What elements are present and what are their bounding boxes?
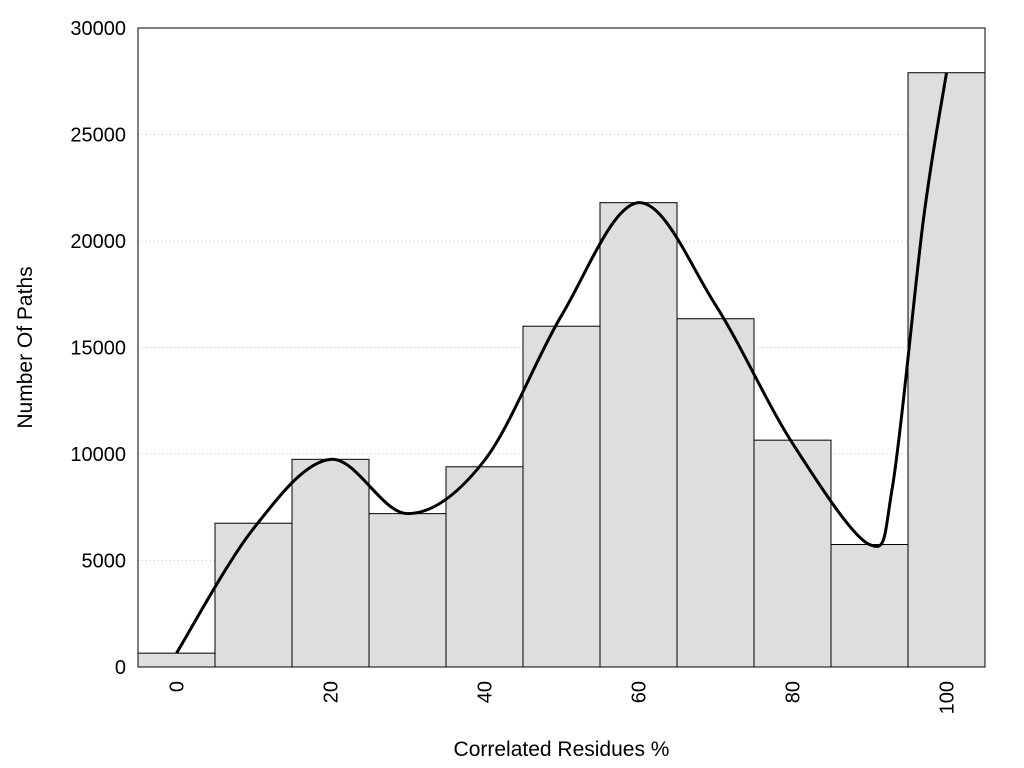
- y-tick-label: 20000: [70, 231, 126, 253]
- y-tick-label: 25000: [70, 125, 126, 147]
- histogram-bar-90: [830, 544, 909, 668]
- density-curve: [175, 72, 948, 654]
- density-curve-line: [175, 72, 948, 654]
- y-axis-ticks: 0 5000 10000 15000 20000 25000 30000: [70, 18, 126, 679]
- histogram-bar-60: [599, 202, 678, 668]
- histogram-bar-30: [368, 513, 447, 668]
- y-axis-label: Number Of Paths: [14, 266, 37, 428]
- histogram-bar-20: [291, 458, 370, 668]
- x-tick-label: 60: [629, 681, 651, 703]
- histogram-bar-80: [753, 439, 832, 668]
- histogram-bar-70: [676, 318, 755, 668]
- x-tick-label: 0: [167, 681, 189, 692]
- histogram-bar-50: [522, 325, 601, 668]
- x-tick-label: 20: [321, 681, 343, 703]
- y-tick-label: 15000: [70, 338, 126, 360]
- x-axis-label: Correlated Residues %: [454, 738, 670, 761]
- x-axis-ticks: 0 20 40 60 80 100: [167, 681, 959, 714]
- histogram-bar-0: [137, 652, 216, 668]
- histogram-bar-10: [214, 522, 293, 668]
- x-tick-label: 100: [937, 681, 959, 714]
- y-tick-label: 0: [115, 657, 126, 679]
- y-tick-label: 5000: [82, 551, 127, 573]
- y-tick-label: 30000: [70, 18, 126, 40]
- histogram-bar-100: [907, 72, 986, 668]
- histogram-bar-40: [445, 466, 524, 668]
- x-tick-label: 40: [475, 681, 497, 703]
- y-tick-label: 10000: [70, 444, 126, 466]
- bars: [137, 72, 986, 668]
- x-tick-label: 80: [783, 681, 805, 703]
- plot-frame: [137, 27, 986, 668]
